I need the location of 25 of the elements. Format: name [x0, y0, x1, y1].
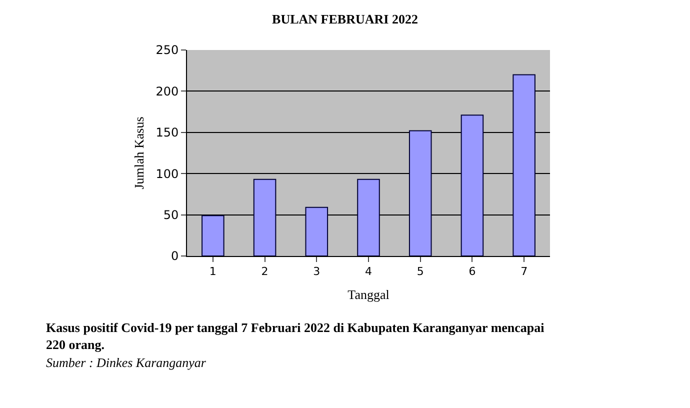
y-tick-label: 100 — [156, 166, 179, 181]
x-tick-label: 1 — [209, 265, 216, 278]
y-tick-label: 150 — [156, 126, 179, 140]
bar — [357, 178, 380, 256]
x-tick-label: 6 — [468, 265, 476, 278]
y-tick-label: 200 — [156, 84, 179, 98]
x-tick-label: 5 — [416, 265, 424, 278]
chart-title: BULAN FEBRUARI 2022 — [272, 11, 418, 26]
y-tick-label: 250 — [156, 43, 179, 58]
x-tick-label: 2 — [261, 265, 268, 278]
text: Kasus positif Covid-19 per tanggal 7 Februari 2022 di Kabupaten Karanganyar mencapai 220 orang. — [46, 320, 545, 352]
bar — [408, 130, 432, 256]
x-axis-title: Tanggal — [348, 286, 390, 302]
y-tick-label: 0 — [170, 249, 179, 264]
text: Sumber : Dinkes Karanganyar — [46, 355, 207, 370]
y-axis-title: Jumlah Kasus — [132, 116, 147, 190]
bar — [512, 74, 536, 256]
x-tick-label: 7 — [520, 265, 528, 278]
bar — [460, 114, 484, 256]
x-tick-label: 4 — [365, 265, 372, 278]
bar — [202, 215, 224, 256]
bar — [305, 206, 328, 256]
y-tick-label: 50 — [163, 208, 179, 222]
x-tick-label: 3 — [313, 265, 320, 278]
bar — [253, 178, 276, 256]
